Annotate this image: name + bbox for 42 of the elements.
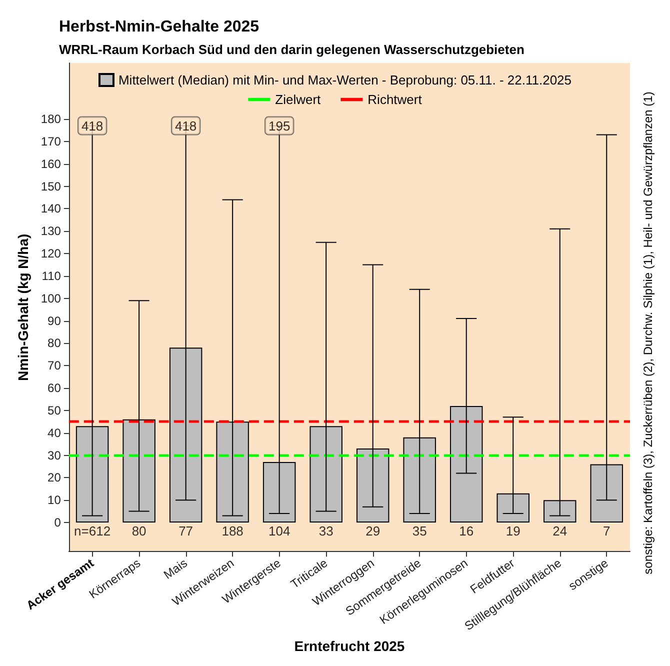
y-tick-label: 60 bbox=[48, 381, 62, 396]
annotation: 418 bbox=[174, 118, 197, 134]
annotation: 16 bbox=[459, 524, 474, 539]
annotation: 80 bbox=[132, 524, 146, 539]
y-tick-label: 140 bbox=[40, 202, 62, 216]
y-tick-label: 80 bbox=[48, 336, 62, 350]
legend-label: Richtwert bbox=[368, 92, 422, 107]
y-axis-title: Nmin-Gehalt (kg N/ha) bbox=[15, 234, 31, 381]
y-tick-label: 20 bbox=[48, 470, 62, 485]
y-tick-label: 90 bbox=[48, 314, 62, 328]
y-tick-label: 170 bbox=[40, 134, 62, 148]
annotation: 195 bbox=[268, 118, 290, 134]
legend-label: Mittelwert (Median) mit Min- und Max-Werten - Beprobung: 05.11. - 22.11.2025 bbox=[118, 72, 572, 88]
y-tick-label: 130 bbox=[40, 224, 62, 238]
annotation: 35 bbox=[412, 524, 427, 539]
y-tick-label: 110 bbox=[42, 268, 62, 283]
y-tick-label: 0 bbox=[54, 516, 62, 530]
legend-label: Zielwert bbox=[275, 92, 322, 107]
x-axis-title: Erntefrucht 2025 bbox=[294, 638, 405, 654]
chart-title: Herbst-Nmin-Gehalte 2025 bbox=[59, 18, 260, 36]
y-tick-label: 70 bbox=[48, 358, 62, 373]
y-tick-label: 10 bbox=[48, 493, 62, 508]
annotation: 188 bbox=[222, 524, 244, 539]
y-tick-label: 50 bbox=[48, 403, 62, 418]
annotation: 33 bbox=[318, 524, 334, 539]
y-tick-label: 150 bbox=[40, 179, 62, 194]
y-tick-label: 30 bbox=[48, 448, 62, 462]
annotation: 104 bbox=[268, 524, 290, 539]
annotation: 24 bbox=[552, 524, 568, 539]
annotation: n=612 bbox=[74, 524, 111, 539]
y-tick-label: 160 bbox=[40, 156, 62, 171]
y-tick-label: 120 bbox=[40, 246, 62, 261]
annotation: 77 bbox=[178, 524, 194, 539]
y-tick-label: 40 bbox=[48, 426, 62, 440]
annotation: 29 bbox=[366, 524, 380, 539]
annotation: 19 bbox=[506, 524, 520, 539]
annotation: 7 bbox=[603, 524, 610, 539]
y-tick-label: 180 bbox=[40, 112, 62, 126]
annotation: 418 bbox=[81, 118, 104, 134]
text: sonstige: Kartoffeln (3), Zuckerrüben (2), Durchw. Silphie (1), Heil- und Gewürzpflanzen (1) bbox=[641, 92, 655, 574]
y-tick-label: 100 bbox=[40, 291, 62, 306]
chart-subtitle: WRRL-Raum Korbach Süd und den darin gelegenen Wasserschutzgebieten bbox=[59, 42, 524, 57]
